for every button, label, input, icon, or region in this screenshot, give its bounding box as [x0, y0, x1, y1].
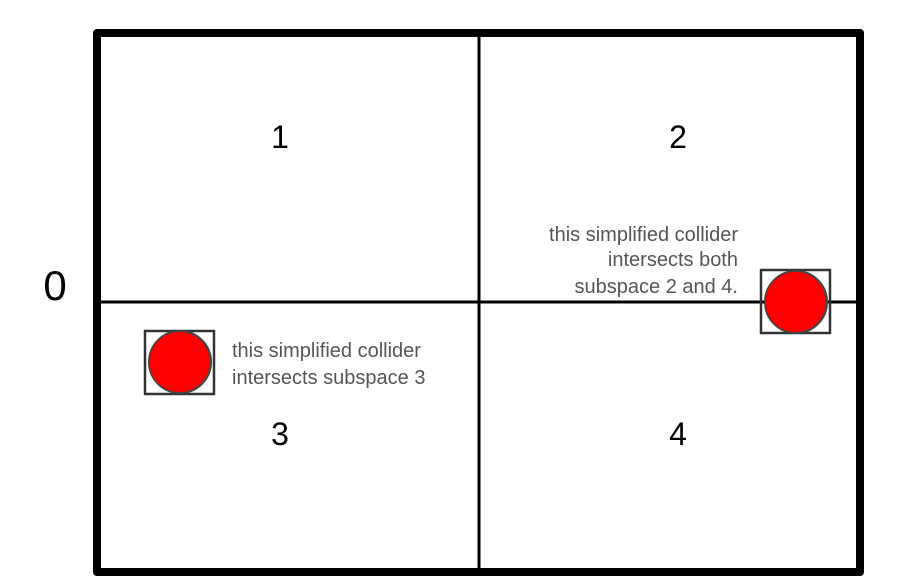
subspace-label-4: 4: [669, 416, 687, 452]
annotation-left-line-1: this simplified collider: [232, 340, 421, 362]
annotation-right-line-2: intersects both: [608, 249, 738, 271]
annotation-right: this simplified collider intersects both…: [549, 224, 738, 298]
annotation-left-line-2: intersects subspace 3: [232, 367, 425, 389]
collider-circle: [764, 270, 828, 334]
root-label: 0: [43, 262, 66, 309]
collider-right: [759, 268, 832, 335]
annotation-left: this simplified collider intersects subs…: [232, 340, 425, 389]
subspace-label-2: 2: [669, 119, 687, 155]
collider-left: [143, 329, 216, 396]
subspace-label-3: 3: [271, 416, 289, 452]
collider-circle: [148, 330, 212, 394]
annotation-right-line-3: subspace 2 and 4.: [575, 276, 738, 298]
annotation-right-line-1: this simplified collider: [549, 224, 738, 246]
subspace-label-1: 1: [271, 119, 289, 155]
root-region-border: [93, 29, 864, 576]
